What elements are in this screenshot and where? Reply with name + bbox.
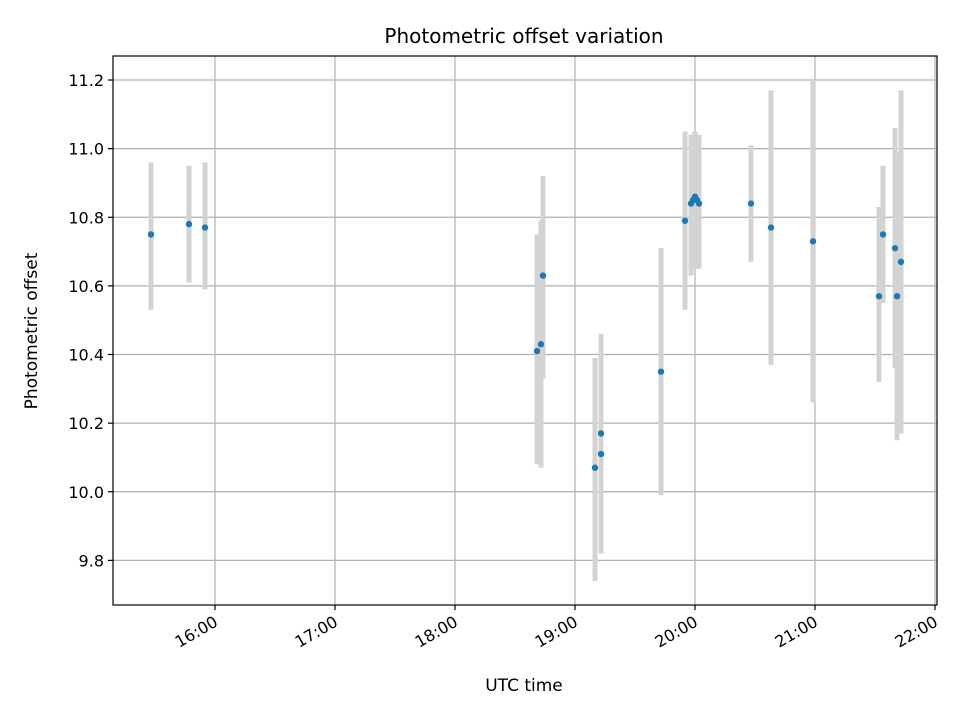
data-point bbox=[597, 450, 605, 458]
data-point bbox=[537, 341, 545, 348]
y-tick-label: 9.8 bbox=[79, 551, 104, 570]
data-point bbox=[879, 231, 887, 238]
y-tick-label: 10.8 bbox=[68, 208, 104, 227]
data-point bbox=[767, 224, 775, 231]
data-point bbox=[747, 200, 755, 207]
x-axis-title: UTC time bbox=[485, 676, 563, 696]
data-point bbox=[809, 238, 817, 245]
y-axis-title: Photometric offset bbox=[22, 252, 42, 409]
data-point bbox=[897, 258, 905, 266]
y-tick-label: 11.2 bbox=[68, 71, 104, 90]
y-tick-label: 10.6 bbox=[68, 277, 104, 296]
chart-title: Photometric offset variation bbox=[384, 24, 663, 48]
data-point bbox=[893, 292, 901, 300]
y-tick-label: 10.4 bbox=[68, 346, 104, 365]
data-point bbox=[891, 244, 899, 252]
data-point bbox=[185, 220, 193, 228]
data-point bbox=[657, 368, 665, 375]
data-point bbox=[875, 292, 883, 300]
y-tick-label: 11.0 bbox=[68, 140, 104, 159]
data-point bbox=[695, 200, 703, 207]
data-point bbox=[533, 347, 541, 355]
data-point bbox=[681, 217, 689, 224]
y-tick-label: 10.0 bbox=[68, 483, 104, 502]
data-point bbox=[591, 464, 599, 471]
data-points bbox=[147, 193, 905, 471]
plot-frame bbox=[112, 55, 938, 606]
y-tick-label: 10.2 bbox=[68, 414, 104, 433]
y-axis-ticks: 9.8 10.0 10.2 10.4 10.6 10.8 11.0 11.2 bbox=[68, 71, 113, 570]
data-point bbox=[147, 231, 155, 238]
data-point bbox=[201, 224, 209, 231]
data-point bbox=[597, 430, 605, 437]
data-point bbox=[539, 272, 547, 279]
